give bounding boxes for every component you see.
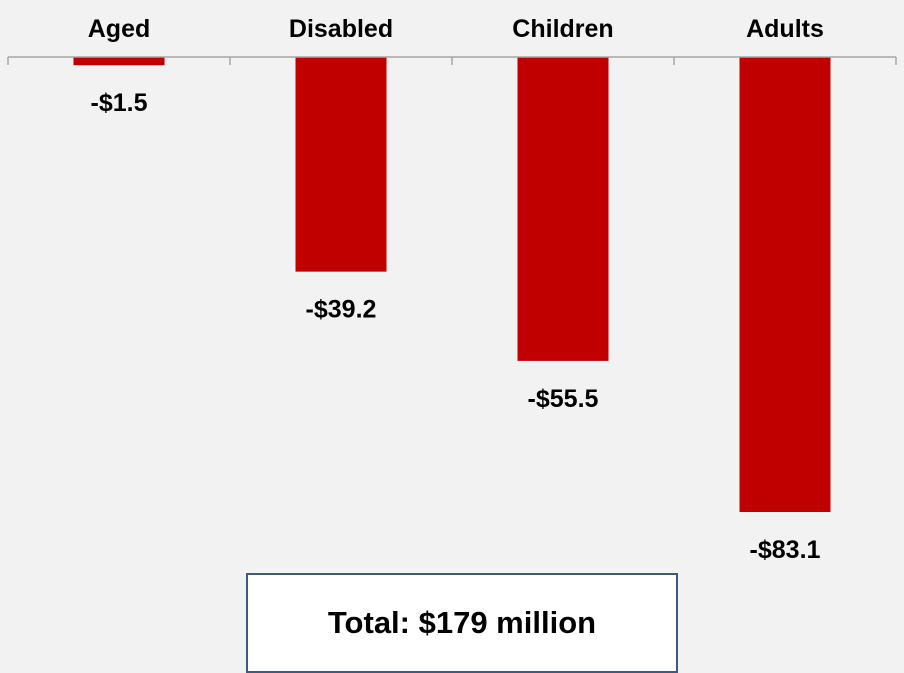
- bar-children: [517, 57, 609, 361]
- category-axis: [7, 56, 897, 65]
- value-label-aged: -$1.5: [91, 89, 148, 117]
- category-label-disabled: Disabled: [289, 15, 393, 43]
- category-label-aged: Aged: [88, 15, 151, 43]
- value-labels: -$1.5 -$39.2 -$55.5 -$83.1: [91, 89, 821, 564]
- value-label-children: -$55.5: [528, 385, 599, 413]
- bar-adults: [739, 57, 831, 512]
- category-label-adults: Adults: [746, 15, 824, 43]
- bar-aged: [73, 57, 165, 66]
- bars-group: [73, 57, 831, 512]
- category-labels: Aged Disabled Children Adults: [88, 15, 824, 43]
- value-label-disabled: -$39.2: [306, 296, 377, 324]
- category-label-children: Children: [512, 15, 613, 43]
- value-label-adults: -$83.1: [750, 536, 821, 564]
- bar-disabled: [295, 57, 387, 272]
- total-annotation: Total: $179 million: [246, 573, 678, 673]
